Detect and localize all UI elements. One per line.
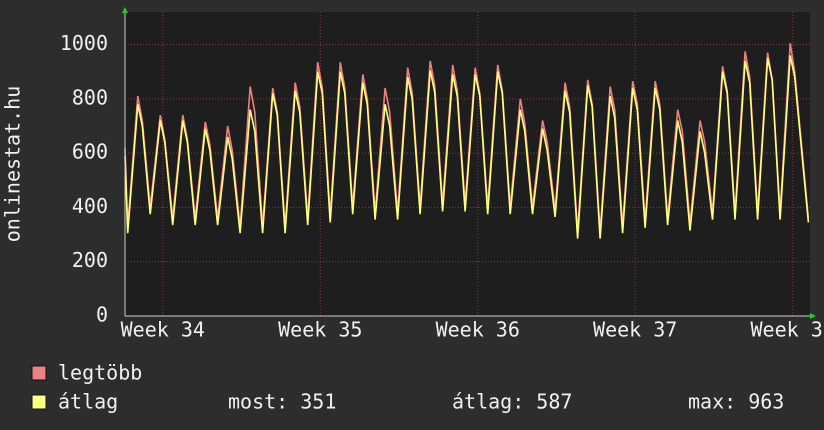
axis-arrow <box>810 313 816 319</box>
axis-arrow <box>122 7 128 13</box>
legend-label: átlag <box>58 390 118 414</box>
x-tick-label: Week 36 <box>436 318 520 342</box>
legend-swatch <box>31 365 47 381</box>
series-line <box>124 55 810 239</box>
x-tick-label: Week 37 <box>593 318 677 342</box>
lines <box>124 43 810 239</box>
y-tick-label: 0 <box>96 303 108 327</box>
legend-label: legtöbb <box>58 361 142 385</box>
y-tick-label: 1000 <box>60 31 108 55</box>
legend: legtöbb átlag most: 351 átlag: 587 max: 963 <box>31 361 784 414</box>
y-axis-label: onlinestat.hu <box>1 86 25 243</box>
y-tick-label: 200 <box>72 248 108 272</box>
x-tick-label: Week 35 <box>278 318 362 342</box>
x-tick-label: Week 38 <box>751 318 824 342</box>
y-tick-label: 400 <box>72 194 108 218</box>
y-tick-label: 600 <box>72 140 108 164</box>
y-tick-label: 800 <box>72 85 108 109</box>
legend-stat: átlag: 587 <box>452 390 572 414</box>
legend-stat: max: 963 <box>688 390 784 414</box>
x-tick-label: Week 34 <box>121 318 205 342</box>
legend-stat: most: 351 <box>228 390 336 414</box>
legend-swatch <box>31 394 47 410</box>
